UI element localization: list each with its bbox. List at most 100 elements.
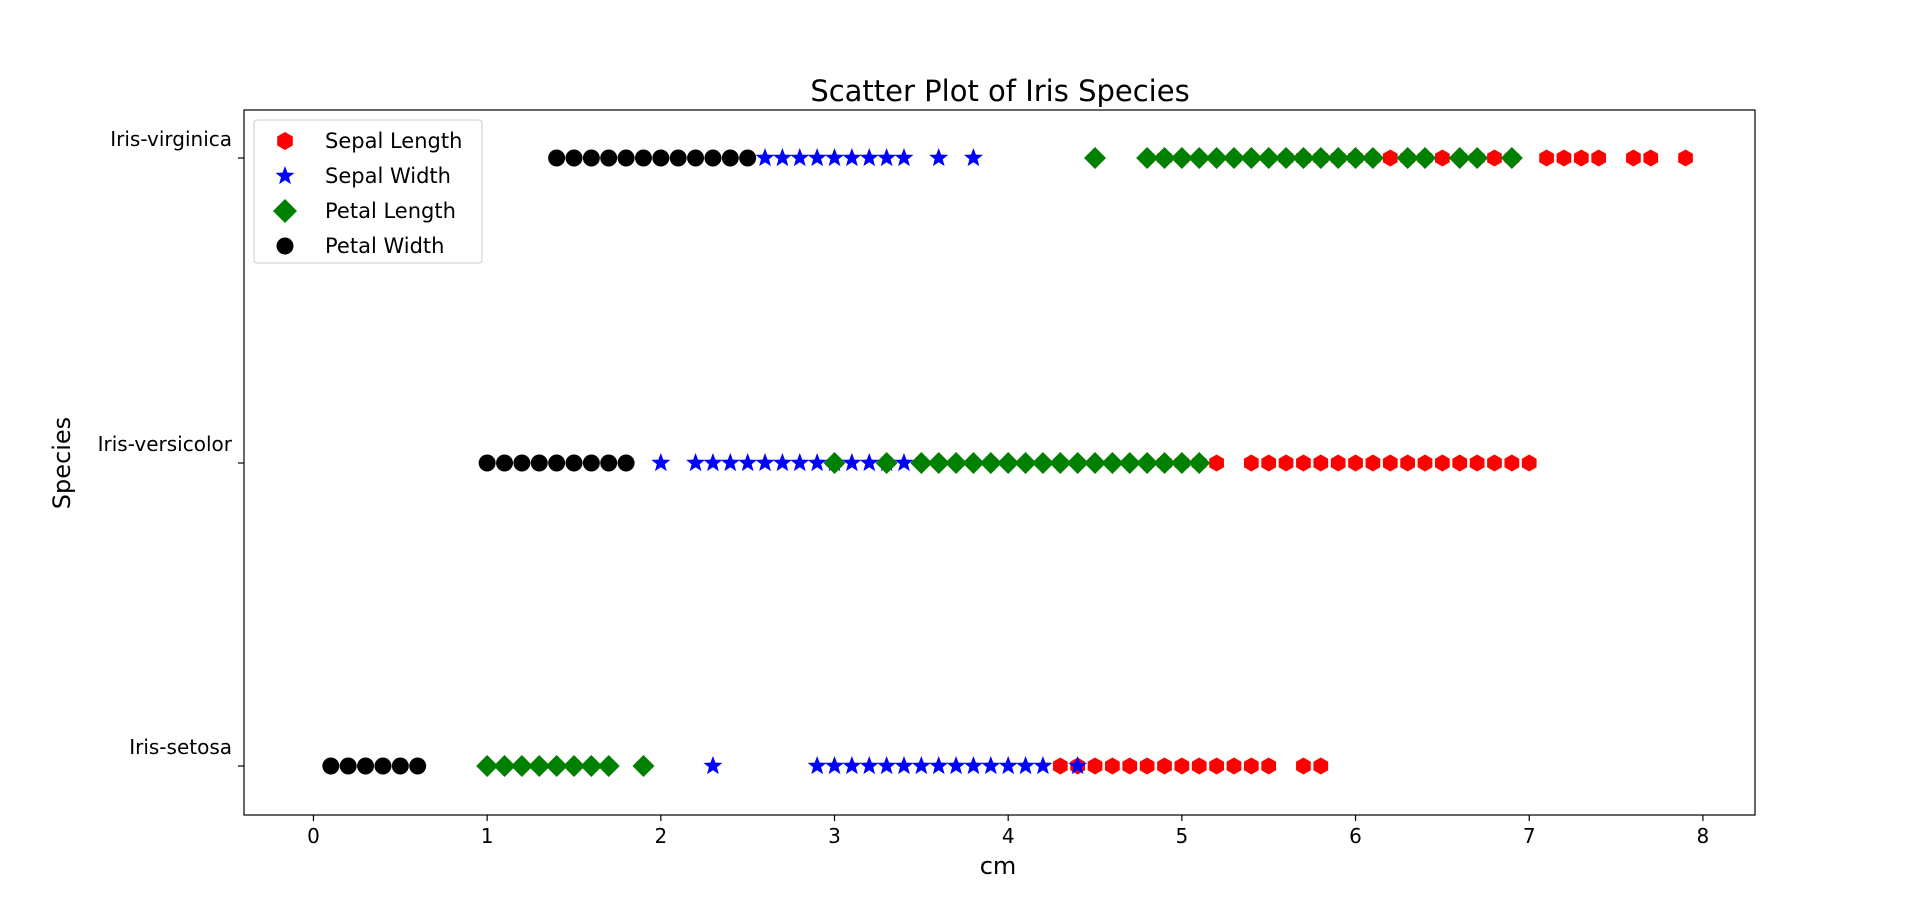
data-point bbox=[981, 756, 1001, 775]
data-point bbox=[962, 452, 985, 474]
legend-entry-label: Sepal Width bbox=[325, 164, 451, 188]
data-point bbox=[1309, 147, 1332, 169]
data-point bbox=[825, 148, 845, 167]
axes: 0 1 2 3 4 5 6 7 8 Iris-setosa Iris-versicolor Iris-… bbox=[98, 109, 1756, 848]
data-point bbox=[545, 755, 568, 777]
y-axis-label: Species bbox=[48, 417, 76, 509]
data-point bbox=[1068, 756, 1088, 775]
data-point bbox=[1222, 147, 1245, 169]
data-point bbox=[1275, 147, 1298, 169]
data-point bbox=[1678, 149, 1693, 167]
x-tick-label: 7 bbox=[1523, 824, 1536, 848]
y-tick-label: Iris-setosa bbox=[129, 735, 232, 759]
data-point bbox=[704, 149, 722, 167]
series-petal-length bbox=[476, 147, 1523, 777]
x-tick-label: 0 bbox=[307, 824, 320, 848]
data-point bbox=[1466, 147, 1489, 169]
data-point bbox=[652, 149, 670, 167]
data-point bbox=[632, 755, 655, 777]
data-point bbox=[1361, 147, 1384, 169]
y-tick-label: Iris-versicolor bbox=[98, 432, 233, 456]
data-point bbox=[1313, 757, 1329, 775]
data-point bbox=[597, 755, 620, 777]
legend-marker bbox=[273, 199, 297, 223]
data-point bbox=[510, 755, 533, 777]
data-point bbox=[357, 757, 375, 775]
x-tick-label: 3 bbox=[828, 824, 841, 848]
data-point bbox=[772, 148, 792, 167]
data-point bbox=[1435, 149, 1450, 167]
data-point bbox=[1188, 147, 1211, 169]
data-point bbox=[721, 149, 739, 167]
data-point bbox=[548, 454, 566, 472]
data-point bbox=[927, 452, 950, 474]
legend-marker bbox=[276, 237, 294, 255]
data-point bbox=[1052, 757, 1068, 775]
data-point bbox=[1033, 756, 1053, 775]
data-point bbox=[807, 148, 827, 167]
data-point bbox=[877, 148, 897, 167]
data-point bbox=[911, 756, 931, 775]
data-point bbox=[548, 149, 566, 167]
data-point bbox=[1591, 149, 1607, 167]
data-point bbox=[1556, 149, 1572, 167]
data-point bbox=[1382, 454, 1398, 472]
data-point bbox=[963, 148, 983, 167]
data-point bbox=[1118, 452, 1141, 474]
data-point bbox=[478, 454, 496, 472]
data-point bbox=[807, 453, 827, 472]
data-point bbox=[1487, 454, 1502, 472]
data-point bbox=[945, 452, 968, 474]
chart-title: Scatter Plot of Iris Species bbox=[810, 74, 1189, 108]
data-point bbox=[1487, 149, 1502, 167]
data-point bbox=[1344, 147, 1367, 169]
data-point bbox=[687, 149, 705, 167]
data-point bbox=[1521, 454, 1537, 472]
data-point bbox=[1292, 147, 1315, 169]
data-point bbox=[877, 756, 897, 775]
data-point bbox=[1504, 454, 1520, 472]
legend-marker bbox=[277, 132, 293, 150]
data-point bbox=[1417, 454, 1433, 472]
data-point bbox=[1261, 757, 1277, 775]
data-point bbox=[1243, 757, 1259, 775]
data-point bbox=[859, 756, 879, 775]
data-point bbox=[842, 756, 862, 775]
data-point bbox=[859, 148, 879, 167]
data-point bbox=[1257, 147, 1280, 169]
data-point bbox=[739, 149, 757, 167]
data-point bbox=[1205, 147, 1228, 169]
x-tick-label: 4 bbox=[1002, 824, 1015, 848]
data-point bbox=[530, 454, 548, 472]
data-point bbox=[842, 148, 862, 167]
data-point bbox=[1573, 149, 1589, 167]
data-point bbox=[703, 756, 723, 775]
data-point bbox=[1396, 147, 1419, 169]
x-tick-label: 8 bbox=[1697, 824, 1710, 848]
data-point bbox=[391, 757, 409, 775]
legend-entry-label: Sepal Length bbox=[325, 129, 462, 153]
data-point bbox=[894, 756, 914, 775]
data-point bbox=[374, 757, 392, 775]
data-point bbox=[1153, 147, 1176, 169]
data-point bbox=[1087, 757, 1103, 775]
data-point bbox=[1365, 454, 1381, 472]
data-point bbox=[562, 755, 585, 777]
data-point bbox=[755, 453, 775, 472]
data-point bbox=[807, 756, 827, 775]
data-point bbox=[1296, 757, 1311, 775]
data-point bbox=[738, 453, 758, 472]
data-point bbox=[1209, 454, 1224, 472]
data-point bbox=[875, 452, 898, 474]
data-point bbox=[669, 149, 687, 167]
data-point bbox=[1084, 147, 1107, 169]
data-point bbox=[790, 453, 810, 472]
legend-entry-label: Petal Width bbox=[325, 234, 444, 258]
data-point bbox=[1448, 147, 1471, 169]
data-point bbox=[1261, 454, 1277, 472]
data-point bbox=[946, 756, 966, 775]
data-point bbox=[929, 148, 949, 167]
data-point bbox=[1153, 452, 1176, 474]
data-point bbox=[1469, 454, 1485, 472]
